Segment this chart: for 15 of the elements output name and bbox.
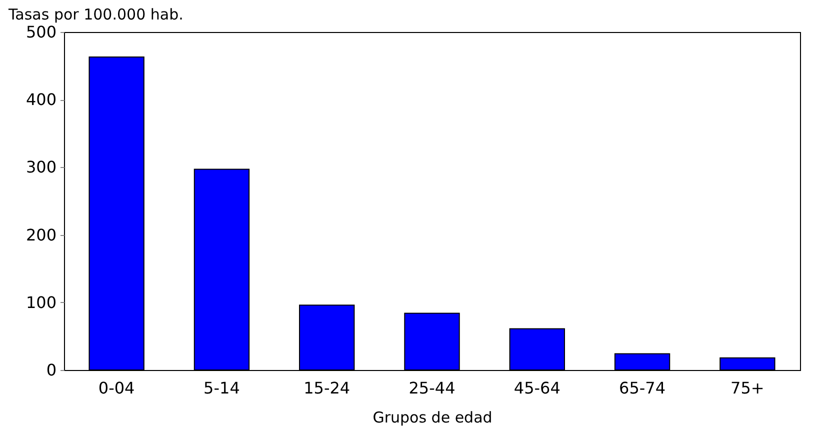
- y-tick-label: 200: [26, 225, 56, 244]
- y-axis-title: Tasas por 100.000 hab.: [8, 6, 184, 24]
- x-tick-label: 45-64: [514, 378, 560, 398]
- x-tick-label: 65-74: [619, 378, 666, 398]
- x-axis-title: Grupos de edad: [372, 408, 492, 426]
- x-tick-label: 15-24: [304, 378, 350, 398]
- y-tick-label: 500: [26, 22, 56, 42]
- y-tick-label: 400: [26, 90, 56, 110]
- x-tick-label: 5-14: [204, 378, 240, 398]
- x-tick-label: 25-44: [408, 378, 456, 398]
- x-tick-label: 75+: [730, 378, 764, 398]
- y-tick-label: 300: [26, 158, 56, 177]
- y-tick-label: 100: [26, 292, 56, 312]
- x-tick-label: 0-04: [98, 378, 135, 398]
- y-tick-label: 0: [46, 360, 56, 380]
